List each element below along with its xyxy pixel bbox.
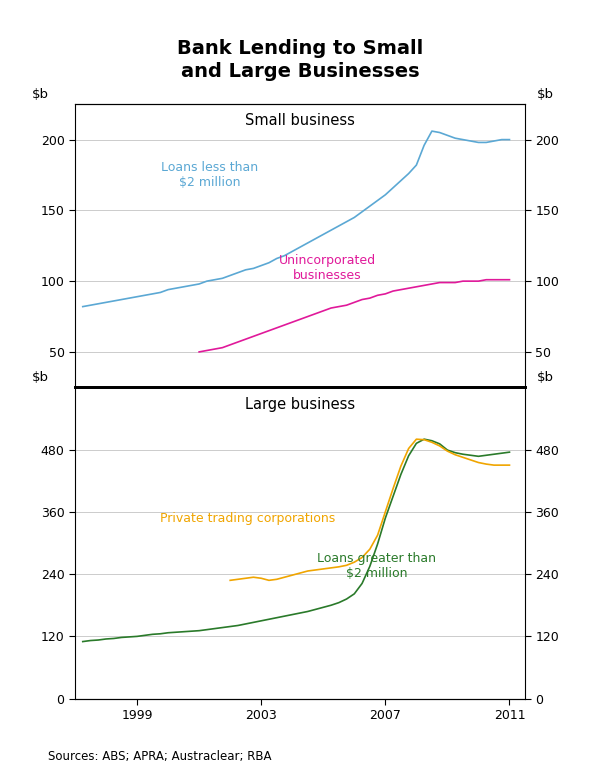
Text: Unincorporated
businesses: Unincorporated businesses [278,254,376,283]
Text: $b: $b [32,88,49,101]
Text: $b: $b [537,371,554,384]
Text: Loans greater than
$2 million: Loans greater than $2 million [317,552,436,581]
Text: Private trading corporations: Private trading corporations [161,512,336,525]
Text: $b: $b [537,88,554,101]
Text: Small business: Small business [245,113,355,127]
Text: $b: $b [32,371,49,384]
Text: Loans less than
$2 million: Loans less than $2 million [161,161,259,189]
Text: Large business: Large business [245,397,355,411]
Text: Sources: ABS; APRA; Austraclear; RBA: Sources: ABS; APRA; Austraclear; RBA [48,750,271,763]
Text: Bank Lending to Small
and Large Businesses: Bank Lending to Small and Large Business… [177,39,423,81]
